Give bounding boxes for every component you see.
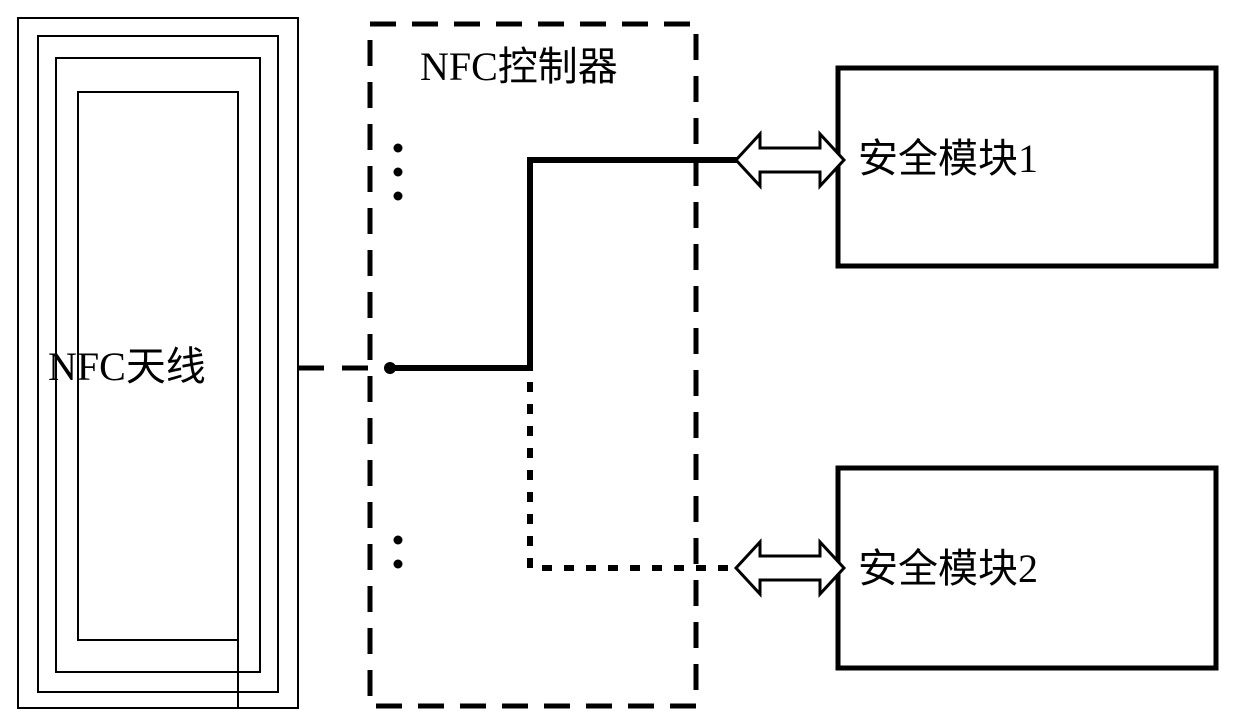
switch-dot-5 bbox=[394, 560, 403, 569]
nfc-controller-label: NFC控制器 bbox=[420, 44, 618, 89]
junction-node bbox=[384, 362, 396, 374]
switch-dot-4 bbox=[394, 536, 403, 545]
bidirectional-arrow-icon-1 bbox=[736, 134, 844, 186]
path-to-module-1 bbox=[390, 160, 742, 368]
switch-dot-1 bbox=[394, 144, 403, 153]
switch-dot-3 bbox=[394, 192, 403, 201]
path-to-module-2 bbox=[390, 368, 742, 568]
security-module-2-label: 安全模块2 bbox=[858, 546, 1038, 591]
nfc-antenna-label: NFC天线 bbox=[48, 344, 206, 389]
bidirectional-arrow-icon-2 bbox=[736, 542, 844, 594]
switch-dot-2 bbox=[394, 168, 403, 177]
security-module-1-label: 安全模块1 bbox=[858, 136, 1038, 181]
